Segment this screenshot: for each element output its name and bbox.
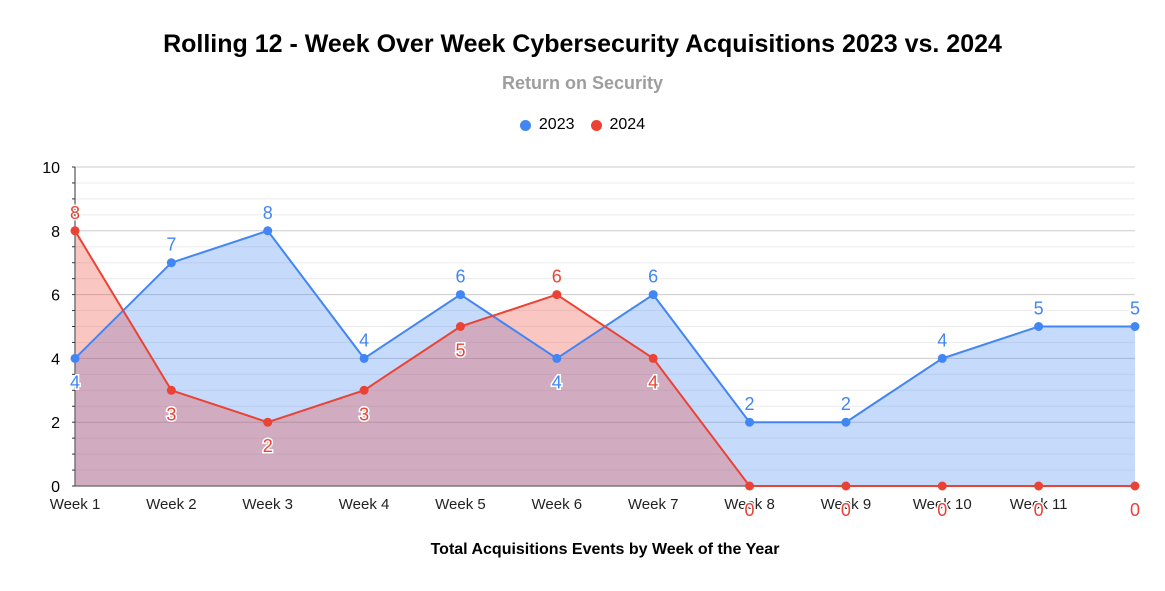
point-2023 [166, 258, 176, 268]
data-label-2023: 4 [937, 330, 947, 350]
data-label-2024: 4 [648, 372, 658, 392]
point-2023 [745, 417, 755, 427]
area-2023 [75, 230, 1135, 486]
data-label-2023: 6 [455, 267, 465, 287]
legend-marker-2024 [590, 119, 602, 131]
data-label-2023: 4 [359, 330, 369, 350]
point-2024 [552, 290, 562, 300]
point-2024 [841, 481, 851, 491]
x-axis-title: Total Acquisitions Events by Week of the… [430, 541, 780, 558]
point-2024 [455, 322, 465, 331]
y-tick-label: 10 [42, 160, 60, 177]
y-tick-label: 4 [51, 351, 60, 368]
point-2023 [455, 290, 465, 300]
x-tick-label: Week 6 [532, 496, 583, 513]
x-tick-label: Week 9 [821, 496, 872, 513]
x-tick-label: Week 10 [913, 496, 972, 513]
point-2024 [1034, 481, 1044, 491]
chart-legend: 2023 2024 [0, 116, 1165, 134]
legend-item-2023[interactable]: 2023 [519, 116, 575, 134]
data-label-2023: 6 [648, 267, 658, 287]
point-2024 [648, 353, 658, 363]
x-tick-label: Week 1 [50, 496, 101, 513]
y-tick-label: 6 [51, 288, 60, 305]
point-2023 [648, 290, 658, 300]
line-2024 [74, 230, 1135, 487]
data-label-2023: 2 [841, 394, 851, 414]
point-2023 [841, 417, 851, 427]
chart-title: Rolling 12 - Week Over Week Cybersecurit… [163, 30, 1002, 58]
point-2024 [937, 481, 947, 491]
data-label-2023: 8 [263, 203, 273, 223]
point-2024 [1130, 481, 1140, 491]
point-2023 [263, 226, 273, 236]
point-2023 [70, 353, 80, 363]
x-tick-label: Week 5 [435, 496, 486, 513]
chart-subtitle: Return on Security [501, 73, 664, 93]
point-2023 [937, 353, 947, 363]
y-tick-label: 2 [51, 415, 60, 432]
point-2023 [1130, 322, 1140, 331]
data-label-2024: 0 [841, 500, 851, 520]
data-label-2023: 2 [745, 394, 755, 414]
data-label-2023: 7 [166, 235, 176, 255]
point-2023 [359, 353, 369, 363]
x-tick-label: Week 4 [339, 496, 390, 513]
point-2024 [70, 226, 80, 236]
x-tick-label: Week 8 [724, 496, 775, 513]
point-2023 [552, 353, 562, 363]
data-label-2024: 3 [359, 404, 369, 424]
data-label-2024: 6 [552, 267, 562, 287]
data-label-2023: 5 [1130, 299, 1140, 319]
x-tick-label: Week 7 [628, 496, 679, 513]
data-label-2023: 4 [70, 372, 80, 392]
data-label-2024: 3 [166, 404, 176, 424]
x-tick-label: Week 3 [242, 496, 293, 513]
legend-item-2024[interactable]: 2024 [590, 116, 646, 134]
y-tick-label: 8 [51, 224, 60, 241]
data-label-2023: 5 [1034, 299, 1044, 319]
data-label-2024: 8 [70, 203, 80, 223]
point-2024 [745, 481, 755, 491]
x-tick-label: Week 2 [146, 496, 197, 513]
point-2024 [166, 385, 176, 395]
legend-label-2023: 2023 [538, 116, 575, 133]
data-label-2024: 0 [1130, 500, 1140, 520]
area-2024 [75, 230, 1135, 486]
y-tick-label: 0 [51, 479, 60, 496]
data-label-2024: 0 [1034, 500, 1044, 520]
x-tick-label: Week 11 [1010, 496, 1068, 513]
legend-marker-2023 [519, 119, 531, 131]
legend-label-2024: 2024 [609, 116, 646, 133]
point-2024 [263, 417, 273, 427]
point-2024 [359, 385, 369, 395]
data-label-2024: 5 [455, 341, 465, 361]
data-label-2024: 0 [937, 500, 947, 520]
data-label-2023: 4 [552, 372, 562, 392]
data-label-2024: 0 [745, 500, 755, 520]
data-label-2024: 2 [263, 436, 273, 456]
point-2023 [1034, 322, 1044, 331]
